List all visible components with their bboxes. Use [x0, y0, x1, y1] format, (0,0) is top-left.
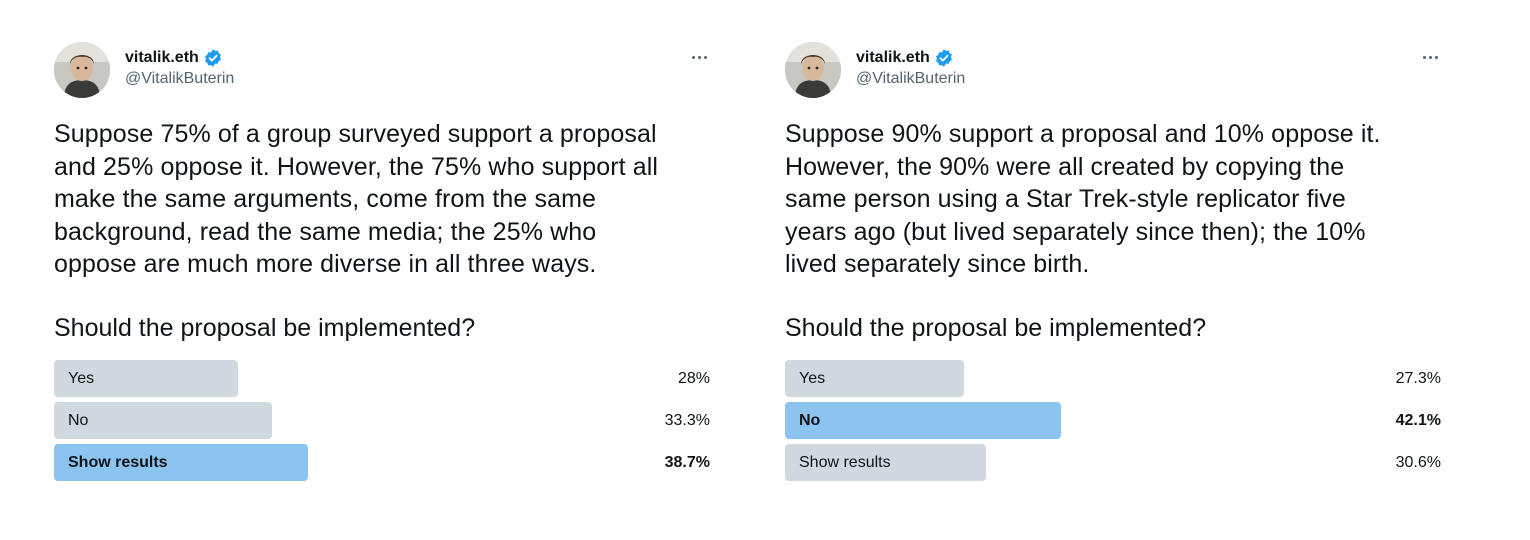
poll-option-yes[interactable]: Yes 27.3% — [785, 359, 1441, 397]
poll-option-show-results[interactable]: Show results 30.6% — [785, 443, 1441, 481]
poll-option-percent: 30.6% — [1395, 453, 1441, 471]
poll-option-label: Yes — [799, 369, 826, 387]
poll-option-percent: 28% — [677, 369, 710, 387]
tweet-header: vitalik.eth @VitalikButerin — [54, 42, 714, 100]
poll: Yes 28% No 33.3% Show results 38.7% — [54, 359, 710, 481]
poll: Yes 27.3% No 42.1% Show results 30.6% — [785, 359, 1441, 481]
more-options-icon[interactable] — [1415, 46, 1445, 68]
poll-option-percent: 42.1% — [1395, 411, 1441, 429]
poll-option-percent: 27.3% — [1395, 369, 1441, 387]
tweet-header: vitalik.eth @VitalikButerin — [785, 42, 1445, 100]
handle[interactable]: @VitalikButerin — [856, 70, 966, 87]
poll-bar — [785, 401, 1061, 439]
poll-bar — [785, 443, 986, 481]
poll-option-yes[interactable]: Yes 28% — [54, 359, 710, 397]
name-row: vitalik.eth — [856, 47, 965, 69]
poll-bar — [54, 401, 272, 439]
verified-badge-icon — [203, 48, 223, 68]
verified-badge-icon — [934, 48, 954, 68]
name-row: vitalik.eth — [125, 47, 234, 69]
poll-question: Should the proposal be implemented? — [785, 313, 1207, 342]
poll-option-show-results[interactable]: Show results 38.7% — [54, 443, 710, 481]
poll-bar — [54, 359, 238, 397]
poll-option-percent: 38.7% — [664, 453, 710, 471]
poll-question: Should the proposal be implemented? — [54, 313, 476, 342]
author-info: vitalik.eth @VitalikButerin — [125, 47, 234, 88]
poll-option-label: No — [68, 411, 89, 429]
avatar[interactable] — [54, 42, 110, 98]
poll-option-label: Show results — [799, 453, 891, 471]
poll-bar — [54, 443, 308, 481]
poll-option-no[interactable]: No 33.3% — [54, 401, 710, 439]
tweet-text: Suppose 75% of a group surveyed support … — [54, 120, 659, 279]
poll-option-label: No — [799, 411, 821, 429]
tweet-text: Suppose 90% support a proposal and 10% o… — [785, 120, 1381, 279]
display-name[interactable]: vitalik.eth — [125, 49, 199, 66]
avatar[interactable] — [785, 42, 841, 98]
tweet-2: vitalik.eth @VitalikButerin Suppose 90% … — [785, 42, 1445, 486]
author-info: vitalik.eth @VitalikButerin — [856, 47, 965, 88]
poll-option-label: Yes — [68, 369, 95, 387]
handle[interactable]: @VitalikButerin — [125, 70, 235, 87]
poll-bar — [785, 359, 964, 397]
poll-option-no[interactable]: No 42.1% — [785, 401, 1441, 439]
tweet-1: vitalik.eth @VitalikButerin Suppose 75% … — [54, 42, 714, 486]
more-options-icon[interactable] — [684, 46, 714, 68]
poll-option-label: Show results — [68, 453, 168, 471]
display-name[interactable]: vitalik.eth — [856, 49, 930, 66]
poll-option-percent: 33.3% — [664, 411, 710, 429]
